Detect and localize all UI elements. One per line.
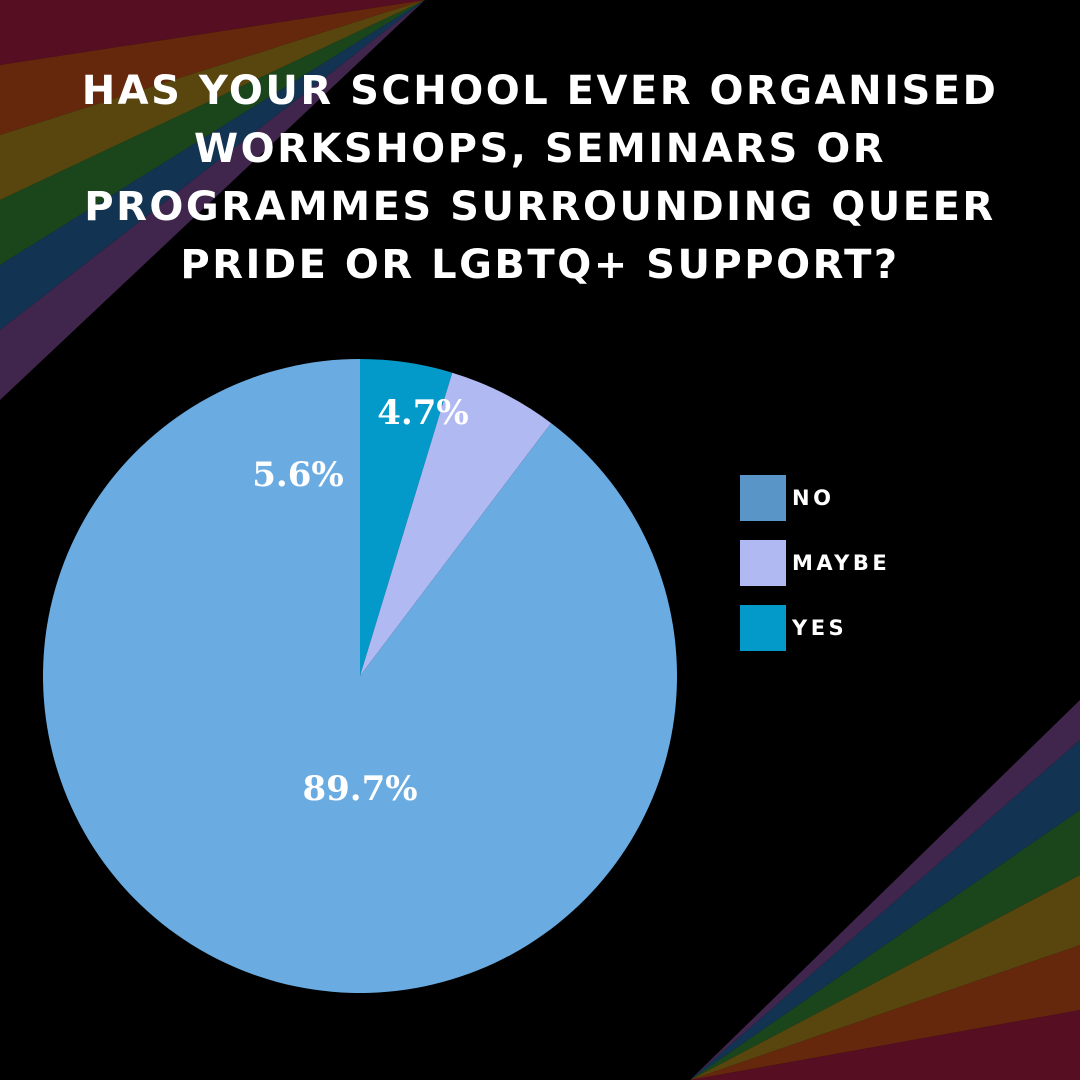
legend-swatch-no bbox=[740, 475, 786, 521]
legend-swatch-yes bbox=[740, 605, 786, 651]
legend-item-maybe: MAYBE bbox=[740, 540, 890, 586]
pie-label-no: 89.7% bbox=[302, 769, 417, 809]
legend-item-no: NO bbox=[740, 475, 890, 521]
rainbow-band-top-left bbox=[0, 0, 425, 400]
pie-label-maybe: 5.6% bbox=[252, 455, 343, 495]
legend-label-yes: YES bbox=[792, 616, 848, 640]
pie-label-yes: 4.7% bbox=[377, 393, 468, 433]
legend-label-no: NO bbox=[792, 486, 835, 510]
pie-slice-no bbox=[43, 359, 678, 994]
pie-slice-maybe bbox=[360, 372, 552, 676]
legend: NO MAYBE YES bbox=[740, 475, 890, 670]
chart-title: HAS YOUR SCHOOL EVER ORGANISED WORKSHOPS… bbox=[81, 68, 999, 288]
legend-label-maybe: MAYBE bbox=[792, 551, 891, 575]
legend-item-yes: YES bbox=[740, 605, 890, 651]
legend-swatch-maybe bbox=[740, 540, 786, 586]
rainbow-band-bottom-right bbox=[690, 700, 1080, 1080]
pie-slice-yes bbox=[360, 359, 453, 676]
